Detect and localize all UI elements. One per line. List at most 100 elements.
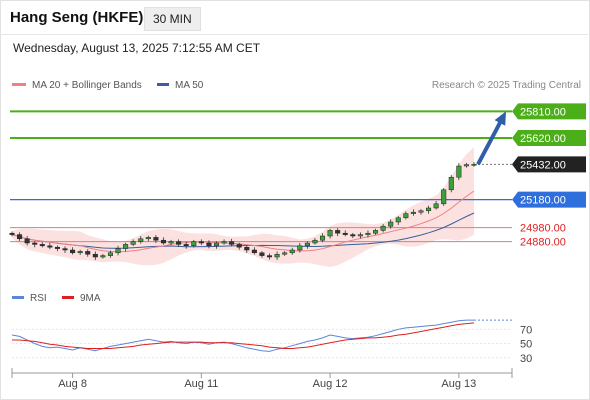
resistance-tag-bg: [512, 130, 586, 146]
research-credit: Research © 2025 Trading Central: [431, 80, 581, 91]
pivot-tag: 25180.00: [520, 195, 566, 207]
candle: [320, 235, 326, 241]
rsi-tick-label: 30: [520, 353, 532, 365]
candle: [395, 217, 401, 223]
candle: [107, 252, 113, 256]
candle: [39, 244, 45, 247]
resistance-tag-bg: [512, 103, 586, 120]
rsi-tick-label: 70: [520, 324, 532, 336]
candle: [32, 242, 38, 245]
report-datetime: Wednesday, August 13, 2025 7:12:55 AM CE…: [13, 41, 261, 55]
candle: [418, 210, 424, 213]
candle: [24, 238, 30, 244]
last-price-tag: 25432.00: [520, 159, 566, 171]
candle: [448, 176, 454, 191]
ma20-line: [11, 190, 475, 253]
candle: [100, 255, 106, 258]
candle: [327, 230, 333, 237]
ma50-label: MA 50: [175, 80, 204, 91]
rsi-line: [11, 319, 474, 352]
candle: [274, 253, 280, 258]
candle: [251, 249, 257, 254]
candle: [456, 165, 462, 178]
candle: [62, 248, 68, 251]
projection-arrow-head: [494, 111, 506, 126]
legend-rsi: RSI: [12, 293, 47, 304]
candle: [17, 234, 23, 240]
x-tick-label: Aug 11: [184, 378, 218, 390]
ma20-swatch: [12, 82, 26, 86]
candle: [54, 246, 60, 249]
projection-arrow-shaft: [476, 118, 504, 166]
candle: [168, 241, 174, 244]
legend-ma50: MA 50: [157, 80, 203, 91]
candle: [70, 249, 76, 254]
rsi-tick-label: 50: [520, 339, 532, 351]
pivot-tag-bg: [512, 191, 586, 208]
candle: [92, 253, 98, 258]
candle: [289, 249, 295, 254]
candle: [221, 241, 227, 244]
x-tick-label: Aug 13: [441, 378, 476, 390]
rsi-swatch: [12, 295, 24, 299]
rsi-9ma-line: [12, 322, 475, 349]
support-tag: 24980.00: [520, 223, 566, 235]
candle: [463, 164, 469, 167]
candle: [426, 207, 432, 212]
ma50-swatch: [157, 82, 169, 86]
candle: [380, 225, 386, 231]
9ma-swatch: [62, 295, 74, 299]
x-tick-label: Aug 8: [58, 378, 87, 390]
candle: [123, 244, 129, 249]
candle: [350, 234, 356, 237]
candle: [138, 238, 144, 242]
candle: [176, 241, 182, 245]
rsi-label: RSI: [30, 293, 47, 304]
legend-9ma: 9MA: [62, 293, 101, 304]
candle: [85, 251, 91, 255]
candle: [9, 232, 15, 235]
candle: [259, 252, 265, 256]
candle: [244, 246, 250, 251]
candle: [441, 189, 447, 205]
candle: [153, 237, 159, 241]
candle: [183, 244, 189, 247]
candle: [213, 242, 220, 247]
resistance-tag: 25620.00: [520, 133, 566, 145]
candle: [236, 244, 242, 248]
candle: [373, 230, 379, 234]
candle: [388, 221, 394, 227]
legend-ma20: MA 20 + Bollinger Bands: [12, 80, 142, 91]
ma20-label: MA 20 + Bollinger Bands: [32, 80, 142, 91]
candle: [115, 248, 121, 254]
resistance-tag: 25810.00: [520, 106, 566, 118]
instrument-title: Hang Seng (HKFE): [10, 9, 144, 26]
candle: [471, 164, 477, 166]
x-tick-label: Aug 12: [313, 378, 348, 390]
candle: [403, 213, 409, 219]
candle: [145, 237, 151, 240]
last-price-tag-bg: [512, 156, 586, 173]
candle: [191, 241, 197, 247]
candle: [130, 241, 136, 245]
9ma-label: 9MA: [80, 293, 101, 304]
candle: [77, 251, 83, 254]
candle: [282, 252, 288, 255]
candle: [365, 232, 371, 235]
ma50-line: [11, 212, 475, 249]
candle: [342, 232, 348, 235]
candle: [47, 245, 53, 248]
title-bar: Hang Seng (HKFE) 30 MIN: [0, 0, 588, 35]
candle: [304, 242, 310, 247]
bollinger-band-area: [12, 147, 474, 267]
candle: [297, 245, 303, 251]
candle: [312, 239, 318, 244]
timeframe-button[interactable]: 30 MIN: [144, 7, 201, 31]
candle: [229, 241, 235, 245]
support-tag: 24880.00: [520, 237, 566, 249]
candle: [266, 255, 273, 258]
candle: [335, 230, 341, 234]
candle: [160, 239, 166, 244]
candle: [410, 211, 416, 214]
